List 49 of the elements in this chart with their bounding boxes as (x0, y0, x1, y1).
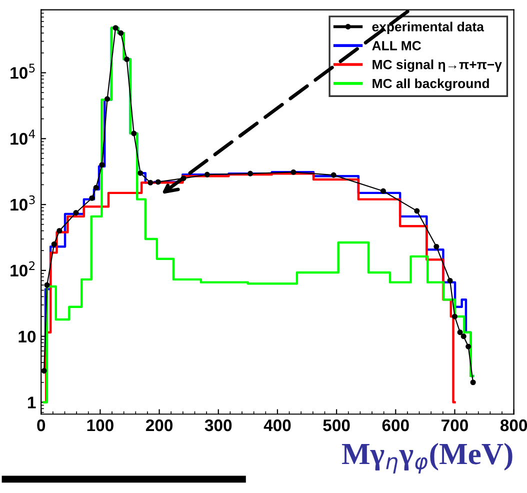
x-axis-title: Mγ$_{η}$γ$_{φ}$(MeV) (342, 442, 512, 474)
point (93, 184, 99, 190)
point (290, 169, 296, 175)
x-tick-label: 600 (382, 419, 409, 432)
y-tick-label: 1 (28, 396, 36, 408)
x-tick-label: 800 (500, 419, 527, 432)
x-tick-label: 400 (264, 419, 291, 432)
point (434, 244, 440, 250)
point (89, 195, 95, 201)
point (414, 208, 420, 214)
point (460, 334, 466, 340)
y-tick-label: 10$^{3}$ (10, 195, 35, 211)
point (51, 241, 57, 247)
point (466, 344, 472, 350)
point (380, 188, 386, 194)
point (470, 380, 476, 386)
point (457, 330, 463, 336)
point (104, 96, 110, 102)
point (99, 162, 105, 168)
x-tick-label: 500 (323, 419, 350, 432)
point (73, 210, 79, 216)
point (118, 30, 124, 36)
point (138, 170, 144, 176)
x-tick-label: 100 (87, 419, 114, 432)
legend-label: ALL MC (372, 40, 422, 50)
point (452, 314, 458, 320)
y-tick-label: 10 (18, 330, 36, 343)
point (204, 172, 210, 178)
y-tick-label: 10$^{4}$ (10, 130, 36, 145)
point (447, 278, 453, 284)
point (131, 130, 137, 136)
point (124, 56, 130, 62)
legend-label: experimental data (372, 22, 484, 34)
y-tick-label: 10$^{5}$ (10, 64, 35, 79)
point (330, 172, 336, 178)
legend-label: MC signal η→π+π−γ (372, 60, 502, 72)
legend-label: MC all background (372, 78, 489, 91)
point (148, 180, 154, 186)
point (41, 368, 47, 374)
x-tick-label: 700 (442, 419, 468, 432)
y-tick-label: 10$^{2}$ (10, 261, 35, 277)
point (155, 179, 161, 185)
x-tick-label: 200 (146, 419, 173, 432)
point (112, 25, 118, 31)
point (56, 228, 62, 234)
point (44, 282, 50, 288)
x-tick-label: 0 (37, 419, 46, 432)
x-tick-label: 300 (204, 419, 232, 432)
point (248, 170, 254, 176)
